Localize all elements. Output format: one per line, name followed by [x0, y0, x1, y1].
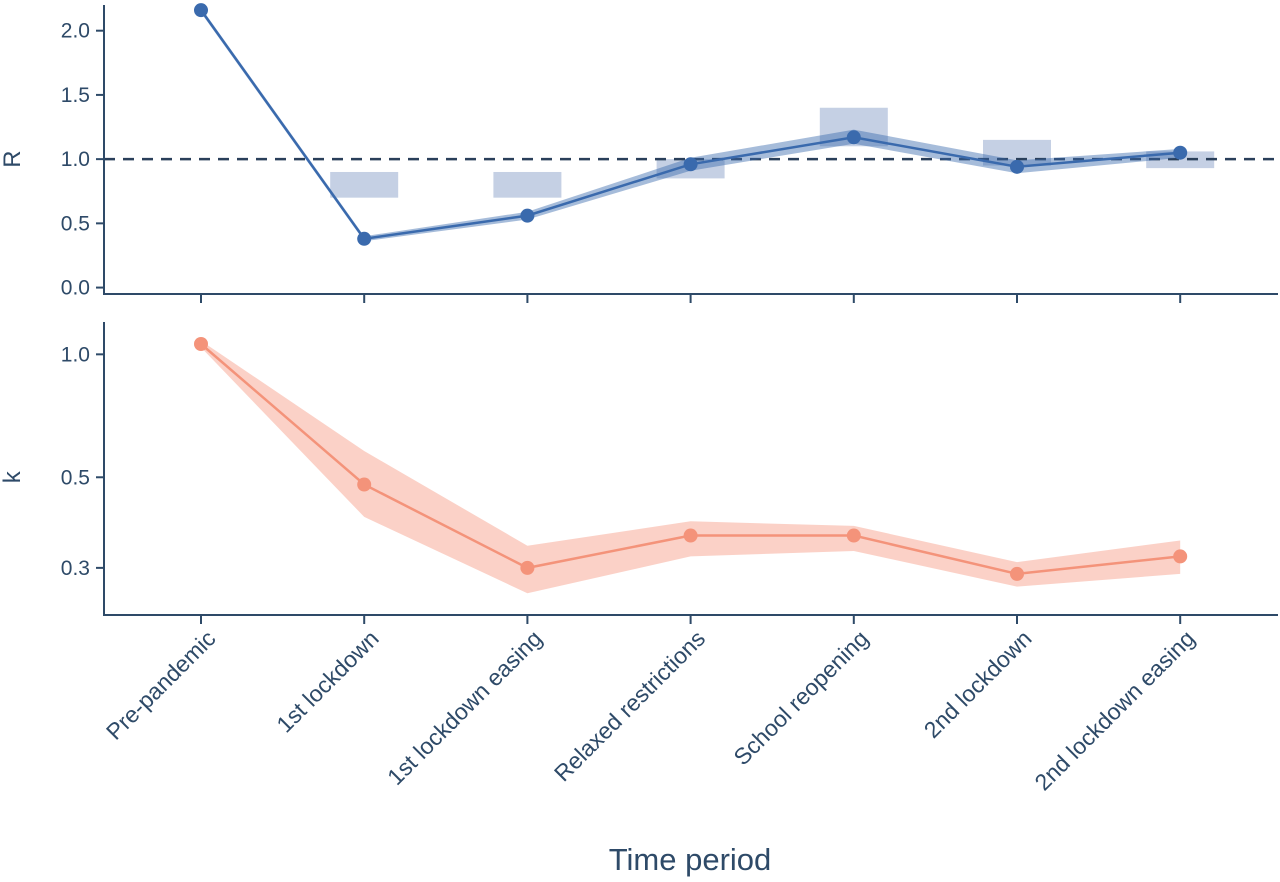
r-y-tick-label: 1.0 [61, 148, 90, 171]
k-y-axis-title: k [0, 470, 26, 483]
k-point [520, 560, 535, 575]
k-point [357, 477, 372, 492]
k-y-ticks: 0.3 0.5 1.0 [61, 343, 104, 580]
r-point [520, 208, 535, 223]
x-category-label: 1st lockdown easing [382, 625, 547, 790]
x-axis-title: Time period [609, 842, 772, 877]
k-point [846, 528, 861, 543]
k-y-tick-label: 0.5 [61, 466, 90, 489]
r-panel: 0.0 0.5 1.0 1.5 2.0 R [0, 3, 1278, 303]
x-category-label: 1st lockdown [271, 625, 383, 737]
k-point [683, 528, 698, 543]
r-series-points [194, 3, 1188, 246]
r-reference-range [1146, 151, 1215, 169]
x-category-label: Relaxed restrictions [549, 625, 710, 786]
x-category-label: Pre-pandemic [101, 625, 221, 745]
k-point [1010, 566, 1024, 581]
r-point [1010, 159, 1024, 174]
r-confidence-band [201, 7, 1181, 242]
r-series-line [199, 9, 1181, 241]
k-confidence-band [201, 340, 1181, 594]
r-y-axis-title: R [0, 150, 26, 167]
r-axes [103, 5, 1278, 303]
r-y-tick-label: 0.0 [61, 277, 90, 300]
r-y-tick-label: 1.5 [61, 84, 90, 107]
x-category-label: School reopening [728, 625, 873, 770]
r-reference-range [330, 171, 399, 198]
k-panel: 0.3 0.5 1.0 k [0, 322, 1278, 624]
r-point [1173, 145, 1188, 160]
r-y-tick-label: 2.0 [61, 20, 90, 43]
r-point [194, 3, 208, 18]
x-category-label: 2nd lockdown [919, 625, 1037, 743]
r-y-tick-label: 0.5 [61, 212, 90, 235]
r-point [846, 130, 861, 145]
r-point [357, 231, 372, 246]
r-reference-range [493, 171, 562, 198]
k-y-tick-label: 1.0 [61, 343, 90, 366]
k-y-tick-label: 0.3 [61, 557, 90, 580]
k-series-points [194, 337, 1188, 581]
r-y-ticks: 0.0 0.5 1.0 1.5 2.0 [61, 20, 104, 300]
k-point [1173, 549, 1188, 564]
x-category-label: 2nd lockdown easing [1029, 625, 1199, 795]
k-point [194, 337, 208, 352]
r-point [683, 157, 698, 172]
